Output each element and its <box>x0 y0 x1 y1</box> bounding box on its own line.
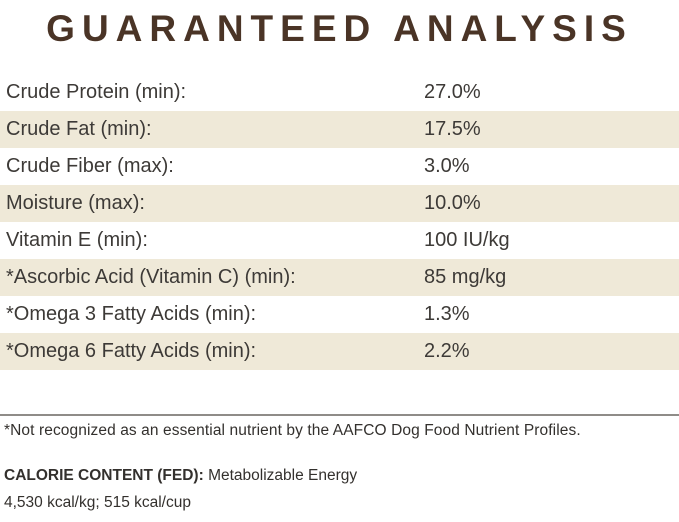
calorie-content-heading: CALORIE CONTENT (FED): <box>4 467 204 484</box>
table-row: Crude Fat (min): 17.5% <box>0 111 679 148</box>
table-row: *Omega 6 Fatty Acids (min): 2.2% <box>0 333 679 370</box>
row-value: 27.0% <box>424 81 481 103</box>
row-value: 3.0% <box>424 155 470 177</box>
row-label: Vitamin E (min): <box>6 229 148 251</box>
row-value: 100 IU/kg <box>424 229 510 251</box>
page-title: GUARANTEED ANALYSIS <box>46 8 633 49</box>
table-row: Crude Fiber (max): 3.0% <box>0 148 679 185</box>
footnote-block: *Not recognized as an essential nutrient… <box>0 414 679 440</box>
aafco-footnote: *Not recognized as an essential nutrient… <box>4 422 581 439</box>
table-row: Crude Protein (min): 27.0% <box>0 74 679 111</box>
row-value: 10.0% <box>424 192 481 214</box>
calorie-content-block: CALORIE CONTENT (FED): Metabolizable Ene… <box>0 462 679 516</box>
row-label: Crude Fat (min): <box>6 118 152 140</box>
calorie-content-description: Metabolizable Energy <box>208 467 358 484</box>
calorie-content-line: CALORIE CONTENT (FED): Metabolizable Ene… <box>4 462 679 489</box>
row-label: *Ascorbic Acid (Vitamin C) (min): <box>6 266 296 288</box>
row-value: 1.3% <box>424 303 470 325</box>
row-label: Moisture (max): <box>6 192 145 214</box>
row-value: 85 mg/kg <box>424 266 507 288</box>
row-value: 17.5% <box>424 118 481 140</box>
row-label: *Omega 6 Fatty Acids (min): <box>6 340 257 362</box>
analysis-table: Crude Protein (min): 27.0% Crude Fat (mi… <box>0 74 679 370</box>
table-row: *Omega 3 Fatty Acids (min): 1.3% <box>0 296 679 333</box>
row-label: *Omega 3 Fatty Acids (min): <box>6 303 257 325</box>
table-row: Vitamin E (min): 100 IU/kg <box>0 222 679 259</box>
row-value: 2.2% <box>424 340 470 362</box>
calorie-values: 4,530 kcal/kg; 515 kcal/cup <box>4 494 191 512</box>
row-label: Crude Fiber (max): <box>6 155 174 177</box>
table-row: *Ascorbic Acid (Vitamin C) (min): 85 mg/… <box>0 259 679 296</box>
table-row: Moisture (max): 10.0% <box>0 185 679 222</box>
row-label: Crude Protein (min): <box>6 81 187 103</box>
